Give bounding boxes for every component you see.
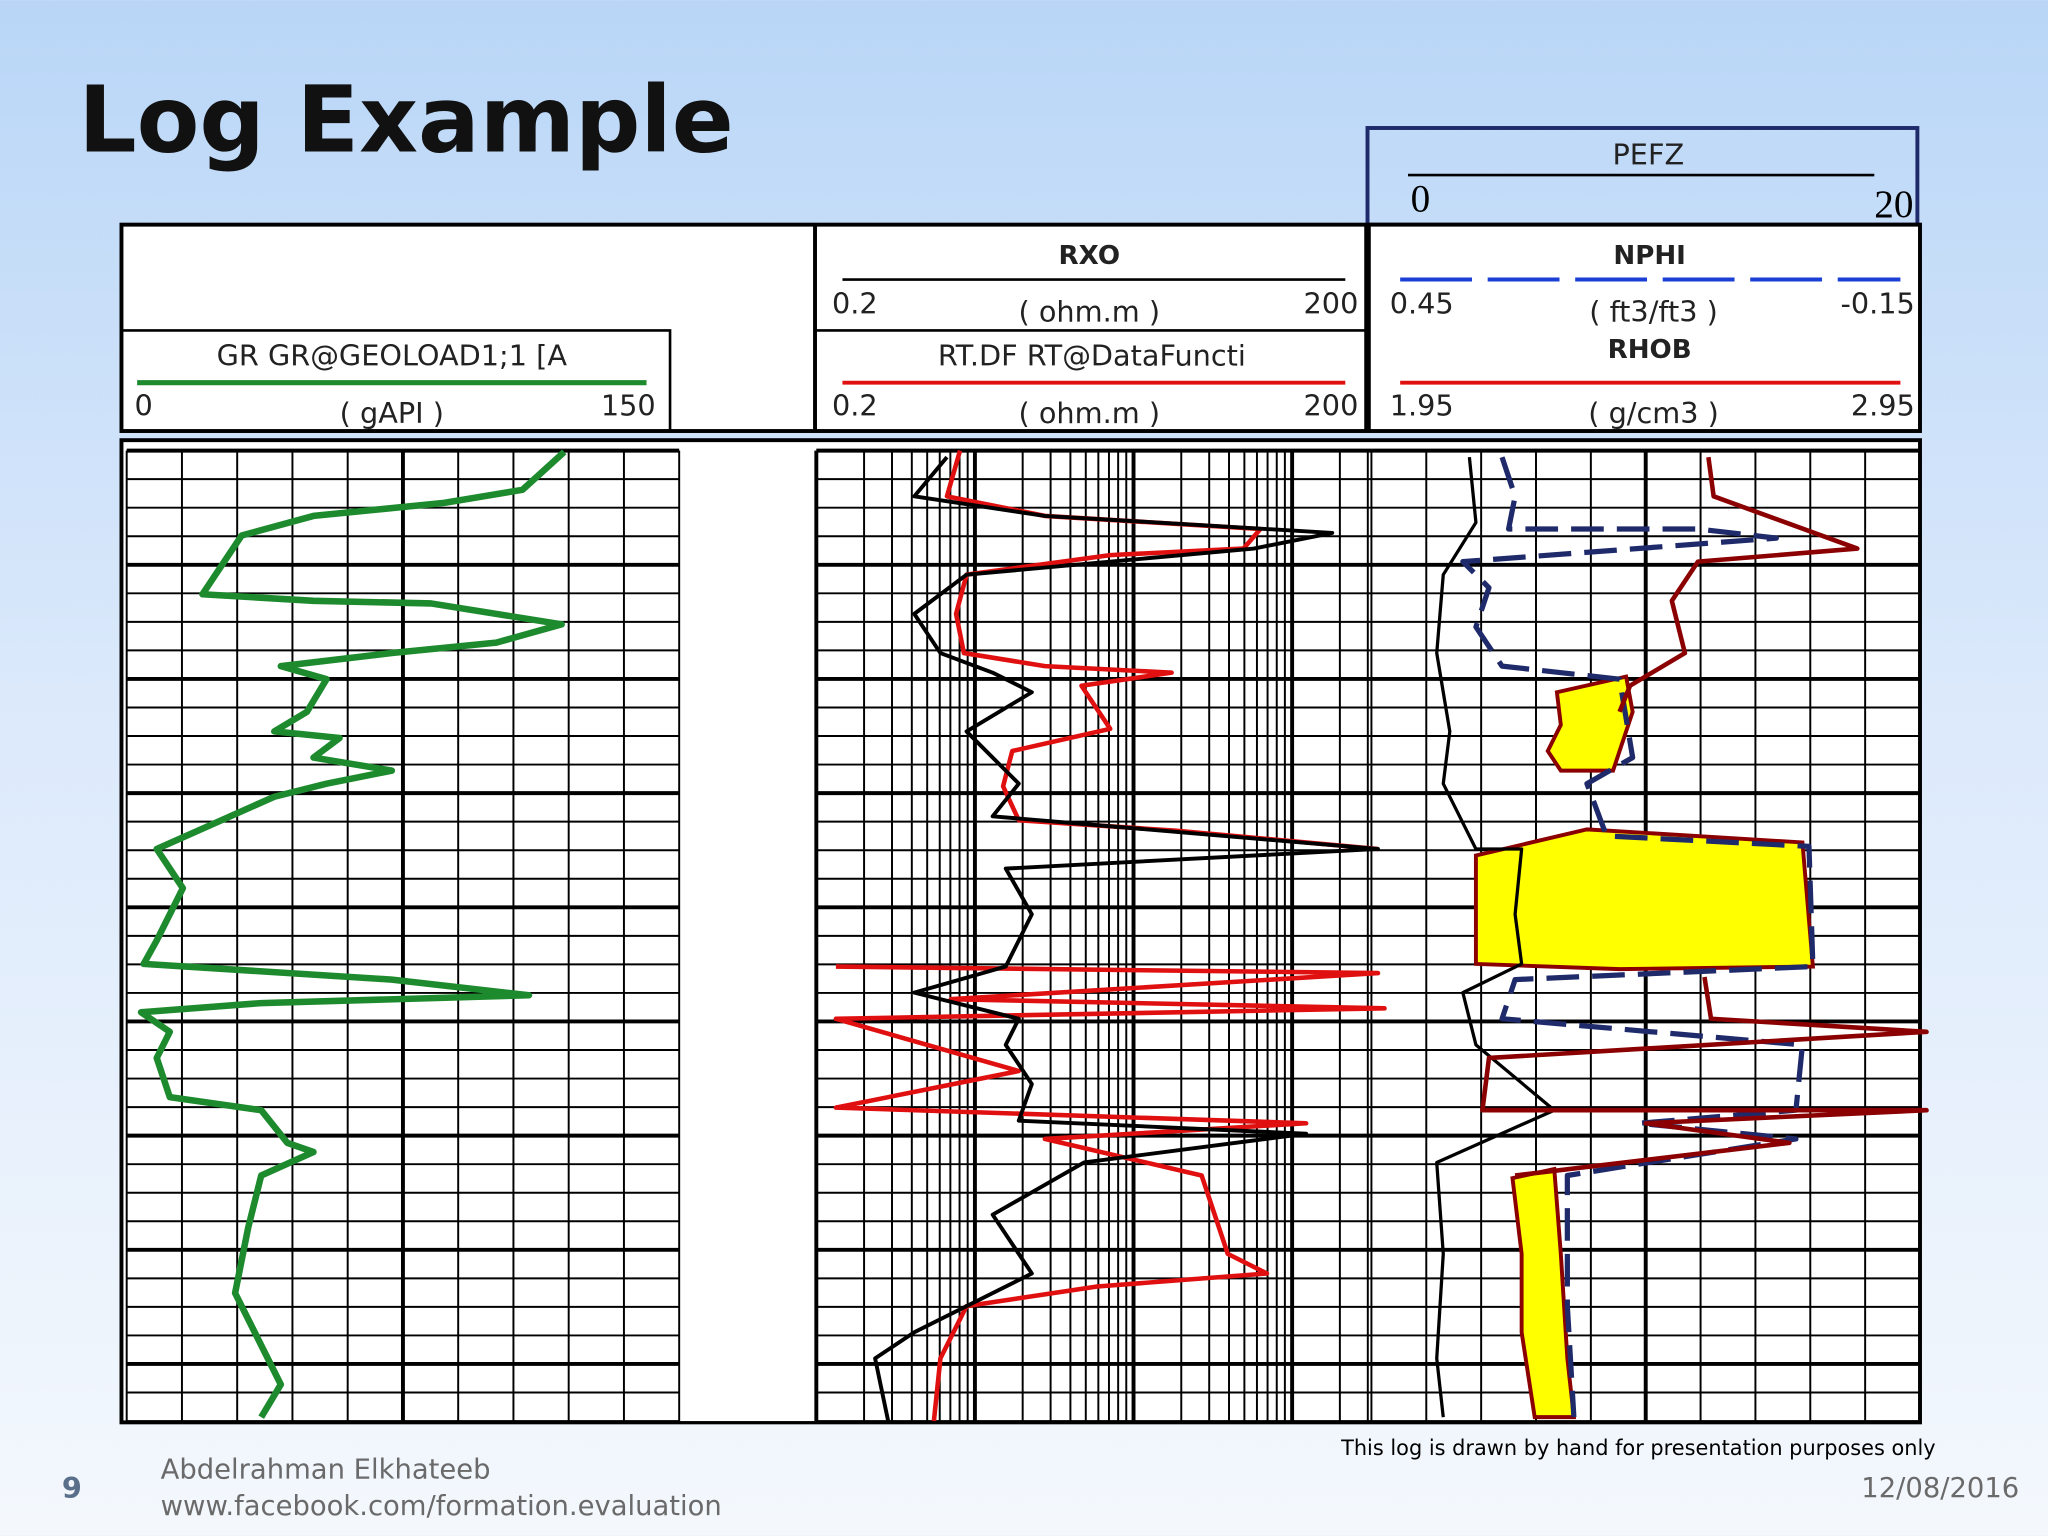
rt-min: 0.2 [832, 388, 878, 422]
note: This log is drawn by hand for presentati… [1340, 1436, 1936, 1460]
nphi-min: 0.45 [1390, 286, 1454, 320]
rt-name: RT.DF RT@DataFuncti [938, 339, 1246, 373]
date: 12/08/2016 [1861, 1473, 2019, 1504]
gr-max: 150 [601, 388, 656, 422]
gr-min: 0 [135, 388, 153, 422]
log-header [119, 222, 1922, 433]
rxo-name: RXO [1059, 241, 1121, 271]
page-number: 9 [62, 1471, 82, 1505]
rt-unit: ( ohm.m ) [1019, 396, 1161, 430]
author: Abdelrahman Elkhateeb [161, 1455, 491, 1486]
rhob-name: RHOB [1608, 335, 1692, 365]
url: www.facebook.com/formation.evaluation [161, 1491, 722, 1522]
depth-track [679, 444, 817, 1422]
nphi-max: -0.15 [1840, 286, 1914, 320]
grid [125, 448, 1921, 1423]
rhob-unit: ( g/cm3 ) [1588, 396, 1719, 430]
gr-name: GR GR@GEOLOAD1;1 [A [217, 339, 568, 373]
gr-box [120, 329, 672, 433]
pefz-name: PEFZ [1612, 138, 1684, 172]
pefz-min: 0 [1411, 178, 1431, 221]
pefz-max: 20 [1874, 183, 1913, 226]
rxo-max: 200 [1304, 286, 1359, 320]
rt-max: 200 [1304, 388, 1359, 422]
fills [1473, 674, 1816, 1420]
gr-unit: ( gAPI ) [340, 396, 444, 430]
rhob-max: 2.95 [1851, 388, 1915, 422]
rxo-unit: ( ohm.m ) [1019, 294, 1161, 328]
slide-title: Log Example [78, 67, 733, 174]
rhob-min: 1.95 [1390, 388, 1454, 422]
nphi-unit: ( ft3/ft3 ) [1589, 294, 1718, 328]
curves [137, 449, 1929, 1422]
nphi-name: NPHI [1613, 241, 1686, 271]
rxo-min: 0.2 [832, 286, 878, 320]
